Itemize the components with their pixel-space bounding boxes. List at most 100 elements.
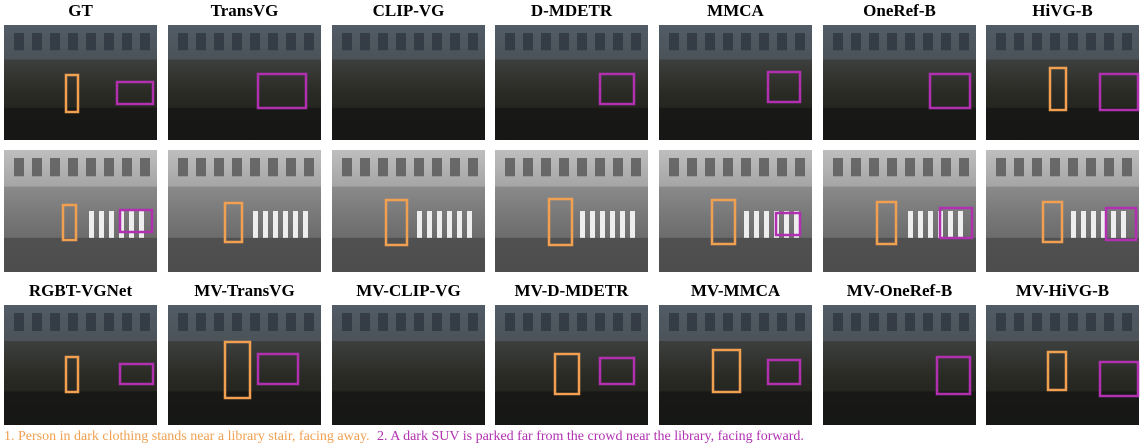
window [631, 313, 641, 331]
road [332, 237, 485, 272]
bounding-box [711, 348, 742, 394]
person [273, 211, 278, 238]
image-panel [332, 150, 485, 272]
window [232, 33, 242, 51]
building [659, 305, 812, 341]
road [168, 391, 321, 425]
person [794, 211, 799, 238]
window [1104, 158, 1114, 177]
person [784, 211, 789, 238]
person [303, 211, 308, 238]
panel-title: MV-TransVG [194, 281, 294, 300]
panel-title: MMCA [707, 1, 764, 20]
window [905, 33, 915, 51]
window [396, 313, 406, 331]
bounding-box [61, 203, 78, 242]
person [417, 211, 422, 238]
window [1086, 313, 1096, 331]
window [705, 33, 715, 51]
window [196, 33, 206, 51]
window [723, 33, 733, 51]
bounding-box [766, 358, 802, 386]
window [86, 158, 96, 177]
panel-title: GT [68, 1, 93, 20]
window [523, 33, 533, 51]
bounding-box [256, 72, 308, 110]
window [86, 313, 96, 331]
window [505, 158, 515, 177]
person [119, 211, 124, 238]
window [196, 313, 206, 331]
caption: 1. Person in dark clothing stands near a… [4, 429, 804, 444]
bounding-box [547, 197, 574, 247]
window [178, 33, 188, 51]
person [928, 211, 933, 238]
window [887, 158, 897, 177]
bounding-box [553, 352, 581, 396]
window [50, 313, 60, 331]
building [332, 305, 485, 341]
window [1068, 33, 1078, 51]
window [468, 313, 478, 331]
window [268, 33, 278, 51]
image-panel [332, 25, 485, 140]
image-panel [168, 305, 321, 425]
bounding-box [256, 352, 300, 386]
window [741, 158, 751, 177]
window [577, 33, 587, 51]
window [631, 33, 641, 51]
bounding-box [64, 355, 80, 394]
building [168, 150, 321, 187]
person [89, 211, 94, 238]
road [986, 237, 1139, 272]
window [723, 313, 733, 331]
window [669, 313, 679, 331]
bounding-box [1048, 66, 1068, 112]
window [214, 158, 224, 177]
window [505, 33, 515, 51]
person [1081, 211, 1086, 238]
window [250, 33, 260, 51]
window [1032, 313, 1042, 331]
person [283, 211, 288, 238]
person [908, 211, 913, 238]
window [1104, 313, 1114, 331]
window [687, 313, 697, 331]
bounding-box [1098, 360, 1140, 398]
person [958, 211, 963, 238]
panel-title: MV-OneRef-B [847, 281, 952, 300]
bounding-box [64, 73, 80, 114]
person [437, 211, 442, 238]
image-panel [495, 305, 648, 425]
window [450, 158, 460, 177]
window [196, 158, 206, 177]
window [140, 33, 150, 51]
person [263, 211, 268, 238]
person [139, 211, 144, 238]
window [1050, 313, 1060, 331]
building [332, 25, 485, 60]
person [1111, 211, 1116, 238]
image-panel [823, 25, 976, 140]
image-panel [4, 150, 157, 272]
window [795, 158, 805, 177]
bounding-box [766, 70, 802, 104]
building [168, 25, 321, 60]
window [378, 313, 388, 331]
window [851, 33, 861, 51]
panel-title: RGBT-VGNet [29, 281, 133, 300]
window [1050, 158, 1060, 177]
panel-title: MV-HiVG-B [1016, 281, 1109, 300]
window [304, 313, 314, 331]
window [777, 313, 787, 331]
window [777, 33, 787, 51]
window [523, 158, 533, 177]
window [541, 33, 551, 51]
building [4, 305, 157, 341]
caption-part: 1. Person in dark clothing stands near a… [4, 429, 370, 444]
person [918, 211, 923, 238]
building [495, 25, 648, 60]
window [178, 158, 188, 177]
caption-part: 2. A dark SUV is parked far from the cro… [377, 429, 804, 444]
road [4, 391, 157, 425]
